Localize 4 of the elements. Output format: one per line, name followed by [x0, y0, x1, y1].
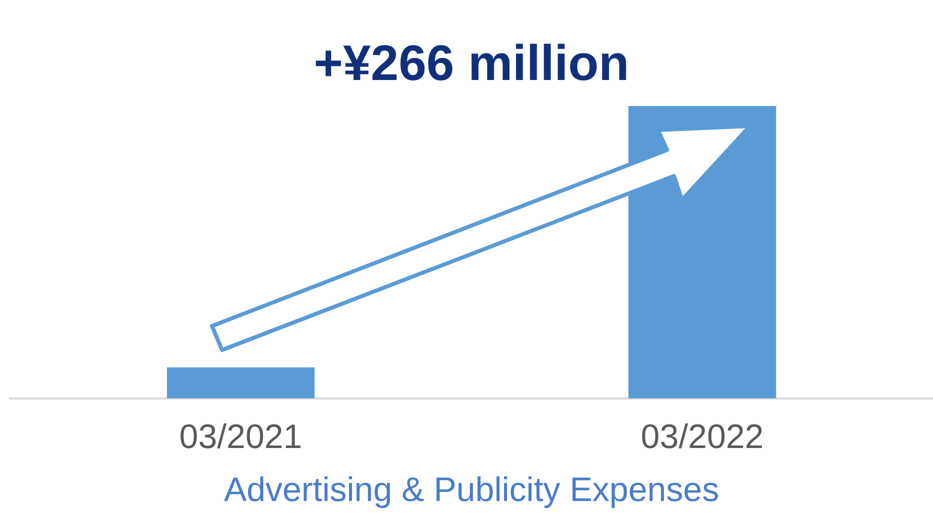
chart-title: +¥266 million: [314, 34, 630, 91]
x-axis-title: Advertising & Publicity Expenses: [224, 470, 720, 509]
x-tick-label: 03/2022: [640, 418, 764, 456]
x-tick-label: 03/2021: [179, 418, 302, 456]
